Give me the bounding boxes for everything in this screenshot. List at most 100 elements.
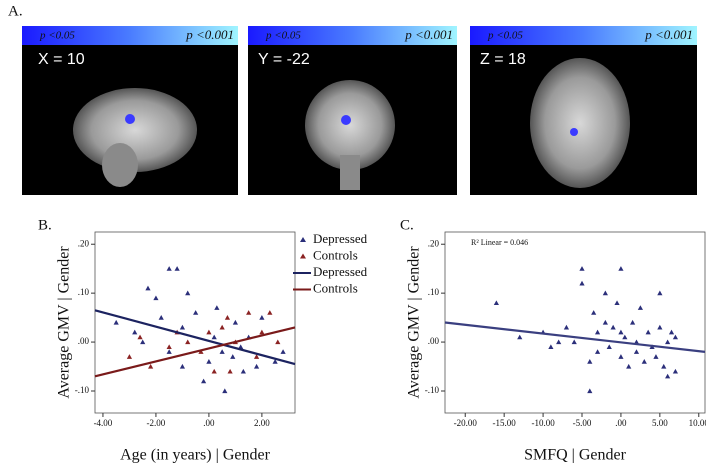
legend-label: Depressed xyxy=(313,231,368,246)
data-point xyxy=(174,266,180,271)
data-point xyxy=(610,324,616,330)
data-point xyxy=(211,334,217,340)
data-point xyxy=(587,359,593,364)
x-tick-label: -4.00 xyxy=(94,418,113,428)
legend-label: Depressed xyxy=(313,264,368,279)
data-point xyxy=(668,329,675,335)
data-point xyxy=(232,319,238,325)
y-axis-label: Average GMV | Gender xyxy=(406,246,423,399)
data-point xyxy=(230,354,236,359)
y-tick-label: .00 xyxy=(428,336,440,346)
y-tick-label: .20 xyxy=(428,238,440,248)
colorbar-low: p <0.05 xyxy=(39,30,75,42)
data-point xyxy=(602,290,608,296)
legend-label: Controls xyxy=(313,280,358,295)
panel-label: B. xyxy=(38,217,52,233)
data-point xyxy=(622,334,628,340)
x-tick-label: 10.00 xyxy=(689,418,706,428)
data-point xyxy=(246,310,252,315)
data-point xyxy=(672,368,679,374)
data-point xyxy=(280,349,286,354)
y-tick-label: .20 xyxy=(78,238,90,248)
regression-line xyxy=(94,326,296,378)
data-point xyxy=(665,373,671,379)
data-point xyxy=(238,344,244,350)
x-tick-label: -2.00 xyxy=(147,418,166,428)
data-point xyxy=(211,368,217,374)
data-point xyxy=(145,285,151,291)
y-tick-label: .00 xyxy=(78,336,90,346)
x-tick-label: -20.00 xyxy=(454,418,478,428)
data-point xyxy=(259,315,265,320)
data-point xyxy=(614,300,620,306)
colorbar-low: p <0.05 xyxy=(265,30,301,42)
data-point xyxy=(618,266,624,271)
data-point xyxy=(219,324,225,330)
y-axis-label: Average GMV | Gender xyxy=(56,246,73,399)
data-point xyxy=(618,354,624,359)
data-point xyxy=(253,354,260,359)
data-point xyxy=(219,349,225,354)
data-point xyxy=(179,363,186,369)
data-point xyxy=(224,315,231,320)
data-point xyxy=(140,339,146,345)
colorbar-low: p <0.05 xyxy=(487,30,523,42)
data-point xyxy=(275,339,281,345)
data-point xyxy=(556,339,562,345)
regression-line xyxy=(444,321,706,353)
y-tick-label: .10 xyxy=(428,287,440,297)
data-point xyxy=(645,329,651,335)
plot-frame xyxy=(94,231,296,414)
slice-panel: p <0.05 p <0.001 Z = 18 xyxy=(470,26,697,195)
data-point xyxy=(166,266,172,271)
data-point xyxy=(641,359,647,364)
slice-label: Y = -22 xyxy=(258,51,310,68)
data-point xyxy=(113,319,119,325)
x-tick-label: 2.00 xyxy=(254,418,270,428)
data-point xyxy=(201,378,207,384)
data-point xyxy=(548,344,554,350)
data-point xyxy=(222,388,228,394)
data-point xyxy=(665,339,671,345)
y-tick-label: -.10 xyxy=(425,385,440,395)
colorbar-high: p <0.001 xyxy=(185,27,234,42)
colorbar-high: p <0.001 xyxy=(404,27,453,42)
data-point xyxy=(240,368,246,374)
x-tick-label: .00 xyxy=(615,418,627,428)
data-point xyxy=(637,305,643,310)
data-point xyxy=(259,329,265,335)
plot-frame xyxy=(444,231,706,414)
data-point xyxy=(153,295,159,301)
slice-panel: p <0.05 p <0.001 X = 10 xyxy=(22,26,238,195)
data-point xyxy=(179,324,186,330)
data-point xyxy=(185,339,191,345)
data-point xyxy=(158,315,164,320)
data-point xyxy=(626,363,632,369)
panel-label: C. xyxy=(400,217,414,233)
colorbar-high: p <0.001 xyxy=(644,27,693,42)
x-axis-label: Age (in years) | Gender xyxy=(120,447,270,464)
data-point xyxy=(657,290,663,296)
y-tick-label: -.10 xyxy=(75,385,90,395)
data-point xyxy=(493,300,499,306)
slice-label: X = 10 xyxy=(38,51,85,68)
data-point xyxy=(630,319,636,325)
data-point xyxy=(591,310,597,315)
data-point xyxy=(661,363,667,369)
data-point xyxy=(227,368,233,374)
data-point xyxy=(563,324,570,330)
x-tick-label: -15.00 xyxy=(493,418,517,428)
legend-marker xyxy=(300,253,306,259)
data-point xyxy=(594,349,601,354)
data-point xyxy=(253,363,260,369)
data-point xyxy=(633,349,640,354)
data-point xyxy=(602,319,608,325)
data-point xyxy=(606,344,612,350)
data-point xyxy=(148,363,154,369)
data-point xyxy=(653,354,659,359)
data-point xyxy=(579,280,585,286)
data-point xyxy=(579,266,585,271)
x-tick-label: -10.00 xyxy=(531,418,555,428)
data-point xyxy=(267,310,273,315)
data-point xyxy=(206,329,212,335)
